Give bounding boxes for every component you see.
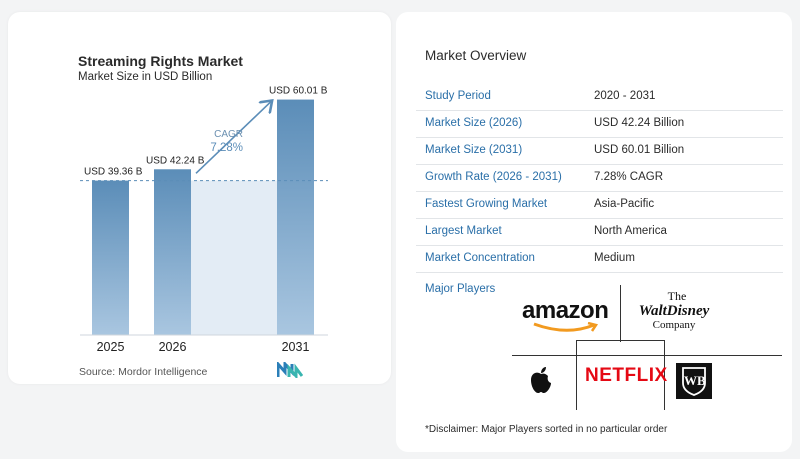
disney-logo: The WaltDisney Company <box>628 290 720 340</box>
row-value: 7.28% CAGR <box>594 171 664 183</box>
row-value: Medium <box>594 252 635 264</box>
overview-card <box>396 12 792 452</box>
row-value: USD 42.24 Billion <box>594 117 685 129</box>
row-key: Growth Rate (2026 - 2031) <box>425 171 562 183</box>
wb-logo-text: WB <box>684 373 706 388</box>
chart-subtitle: Market Size in USD Billion <box>78 71 213 83</box>
wb-shield-icon <box>682 367 706 396</box>
amazon-smile-icon <box>533 322 599 332</box>
row-key: Fastest Growing Market <box>425 198 548 210</box>
overview-title: Market Overview <box>425 48 527 63</box>
row-key: Study Period <box>425 90 491 102</box>
row-value: Asia-Pacific <box>594 198 655 210</box>
disney-logo-company: Company <box>652 319 696 331</box>
disclaimer: *Disclaimer: Major Players sorted in no … <box>425 424 668 435</box>
overview-row-study-period: Study Period 2020 - 2031 <box>416 84 783 111</box>
overview-row-concentration: Market Concentration Medium <box>416 246 783 273</box>
major-players-label: Major Players <box>425 283 496 295</box>
chart-source: Source: Mordor Intelligence <box>79 366 208 378</box>
row-value: 2020 - 2031 <box>594 90 656 102</box>
chart-title: Streaming Rights Market <box>78 53 243 69</box>
logo-divider <box>576 340 665 341</box>
overview-row-size-2031: Market Size (2031) USD 60.01 Billion <box>416 138 783 165</box>
disney-logo-the: The <box>667 289 687 303</box>
netflix-logo-text: NETFLIX <box>585 365 668 386</box>
logo-divider <box>512 355 782 356</box>
overview-row-largest-market: Largest Market North America <box>416 219 783 246</box>
overview-row-fastest-growing: Fastest Growing Market Asia-Pacific <box>416 192 783 219</box>
warner-bros-logo: WB <box>676 363 712 399</box>
apple-logo-icon <box>531 367 551 393</box>
row-key: Market Size (2026) <box>425 117 523 129</box>
overview-row-size-2026: Market Size (2026) USD 42.24 Billion <box>416 111 783 138</box>
netflix-logo: NETFLIX <box>585 365 668 387</box>
row-key: Market Concentration <box>425 252 535 264</box>
amazon-logo: amazon <box>522 297 612 337</box>
disney-logo-main: WaltDisney <box>638 303 710 319</box>
overview-row-growth-rate: Growth Rate (2026 - 2031) 7.28% CAGR <box>416 165 783 192</box>
row-key: Market Size (2031) <box>425 144 523 156</box>
logo-divider <box>620 285 621 342</box>
amazon-logo-text: amazon <box>522 297 609 324</box>
row-value: USD 60.01 Billion <box>594 144 685 156</box>
mordor-logo-icon <box>277 362 303 378</box>
logo-divider <box>576 340 577 410</box>
row-value: North America <box>594 225 667 237</box>
row-key: Largest Market <box>425 225 502 237</box>
logo-divider <box>664 340 665 410</box>
